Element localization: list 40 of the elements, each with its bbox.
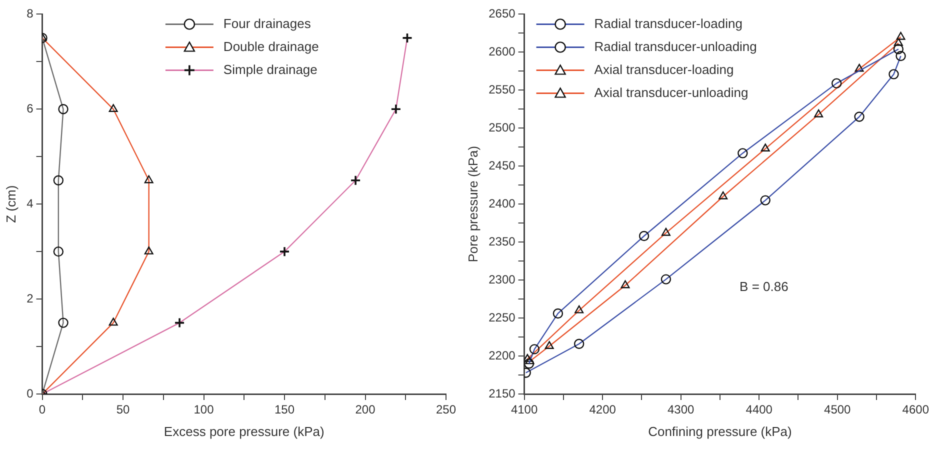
x-axis-title: Excess pore pressure (kPa) (164, 424, 324, 439)
annotation: B = 0.86 (740, 279, 788, 294)
legend-label: Simple drainage (223, 62, 318, 77)
legend-label: Axial transducer-unloading (594, 84, 748, 100)
legend-label: Axial transducer-loading (594, 62, 734, 77)
y-axis-title: Pore pressure (kPa) (465, 146, 480, 262)
legend-label: Four drainages (223, 16, 312, 31)
y-tick-label: 4 (26, 196, 34, 210)
y-tick-label: 2600 (488, 44, 516, 58)
y-tick-label: 2500 (488, 120, 516, 134)
y-axis-title: Z (cm) (3, 185, 18, 223)
y-tick-label: 2300 (488, 272, 516, 286)
y-tick-label: 2650 (488, 6, 516, 21)
x-tick-label: 4300 (667, 402, 695, 417)
y-tick-label: 6 (26, 101, 34, 116)
y-tick-label: 2 (26, 291, 34, 306)
y-tick-label: 2550 (488, 82, 516, 96)
x-tick-label: 100 (194, 402, 214, 417)
x-tick-label: 200 (355, 402, 376, 417)
legend-label: Radial transducer-loading (594, 16, 742, 31)
legend-label: Double drainage (223, 38, 319, 54)
y-tick-label: 2150 (488, 386, 516, 400)
x-tick-label: 4600 (902, 402, 930, 417)
y-tick-label: 2250 (488, 310, 516, 324)
x-tick-label: 4100 (510, 402, 538, 417)
y-tick-label: 8 (26, 6, 34, 21)
y-tick-label: 2400 (488, 196, 516, 210)
y-tick-label: 2450 (488, 158, 516, 172)
x-tick-label: 150 (274, 402, 295, 417)
y-tick-label: 0 (26, 386, 34, 400)
x-tick-label: 250 (436, 402, 456, 417)
x-tick-label: 4400 (746, 402, 773, 417)
y-tick-label: 2200 (488, 348, 516, 362)
x-tick-label: 4500 (824, 402, 852, 417)
legend-label: Radial transducer-unloading (594, 38, 757, 54)
x-tick-label: 0 (38, 402, 46, 417)
x-tick-label: 50 (116, 402, 130, 417)
y-tick-label: 2350 (488, 234, 516, 248)
x-axis-title: Confining pressure (kPa) (648, 424, 792, 439)
x-tick-label: 4200 (589, 402, 616, 417)
